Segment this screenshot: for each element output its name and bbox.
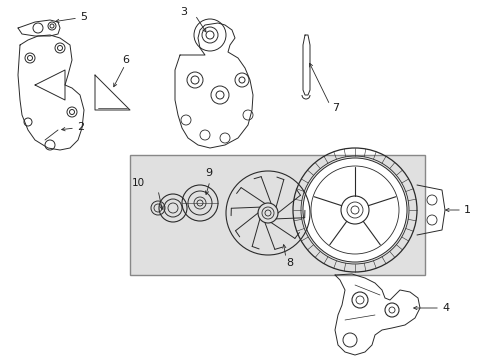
Text: 6: 6 xyxy=(122,55,129,65)
Text: 8: 8 xyxy=(285,258,292,268)
Text: 4: 4 xyxy=(441,303,448,313)
Circle shape xyxy=(303,158,406,262)
Text: 2: 2 xyxy=(77,122,84,132)
Text: 7: 7 xyxy=(331,103,339,113)
Text: 9: 9 xyxy=(204,168,212,178)
Text: 10: 10 xyxy=(132,178,145,188)
FancyBboxPatch shape xyxy=(130,155,424,275)
Text: 1: 1 xyxy=(463,205,470,215)
Text: 3: 3 xyxy=(180,7,186,17)
Text: 5: 5 xyxy=(80,12,87,22)
